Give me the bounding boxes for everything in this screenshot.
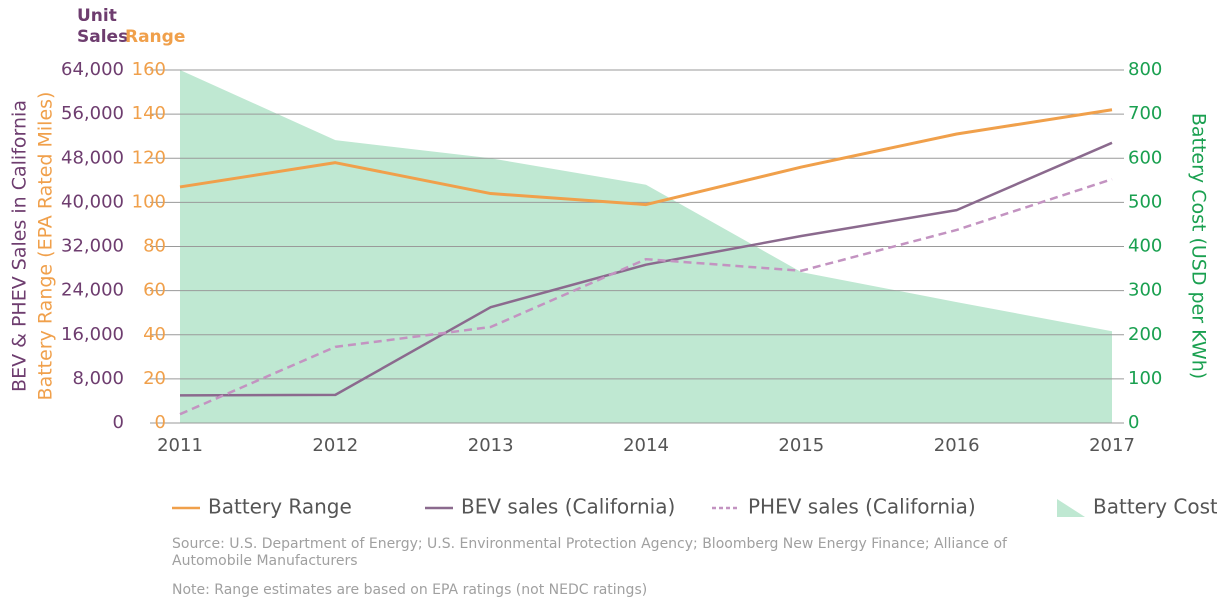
line [179, 141, 1113, 397]
source-note: Source: U.S. Department of Energy; U.S. … [172, 536, 1007, 569]
y-tick-label: 0 [113, 412, 124, 433]
x-tick-label: 2014 [623, 435, 669, 456]
y2-tick-label: 800 [1128, 59, 1162, 80]
x-tick-label: 2013 [468, 435, 514, 456]
range-note: Note: Range estimates are based on EPA r… [172, 582, 648, 598]
x-tick-label: 2016 [934, 435, 980, 456]
y2-axis-title: Battery Cost (USD per KWh) [1188, 113, 1210, 379]
y2-tick-label: 300 [1128, 280, 1162, 301]
y2-tick-label: 600 [1128, 147, 1162, 168]
y3-tick-label: 120 [132, 147, 166, 168]
y-tick-label: 48,000 [61, 147, 124, 168]
y2-tick-label: 0 [1128, 412, 1139, 433]
y-tick-label: 8,000 [72, 368, 124, 389]
sales-unit-label: Sales [77, 27, 128, 47]
x-tick-label: 2011 [157, 435, 203, 456]
x-tick-label: 2017 [1089, 435, 1135, 456]
y-tick-label: 24,000 [61, 280, 124, 301]
x-tick-label: 2015 [778, 435, 824, 456]
y3-tick-label: 0 [155, 412, 166, 433]
y3-tick-label: 140 [132, 103, 166, 124]
y-tick-label: 64,000 [61, 59, 124, 80]
y3-tick-label: 160 [132, 59, 166, 80]
y-tick-label: 16,000 [61, 324, 124, 345]
y2-tick-label: 500 [1128, 191, 1162, 212]
y3-tick-label: 20 [143, 368, 166, 389]
y2-tick-label: 200 [1128, 324, 1162, 345]
y3-tick-label: 80 [143, 236, 166, 257]
y2-tick-label: 400 [1128, 236, 1162, 257]
legend-label: Battery Range [208, 495, 352, 519]
y3-tick-label: 100 [132, 191, 166, 212]
range-unit-label: Range [125, 27, 185, 47]
legend-swatch [1057, 499, 1085, 517]
legend-label: Battery Cost [1093, 495, 1217, 519]
line [179, 178, 1113, 416]
y3-axis-title: Battery Range (EPA Rated Miles) [35, 92, 57, 401]
sales-unit-label: Unit [77, 6, 117, 26]
y2-tick-label: 100 [1128, 368, 1162, 389]
y-tick-label: 40,000 [61, 191, 124, 212]
x-tick-label: 2012 [312, 435, 358, 456]
y-tick-label: 56,000 [61, 103, 124, 124]
y2-tick-label: 700 [1128, 103, 1162, 124]
y-axis-title: BEV & PHEV Sales in California [9, 100, 31, 392]
y3-tick-label: 40 [143, 324, 166, 345]
legend-label: BEV sales (California) [461, 495, 675, 519]
y-tick-label: 32,000 [61, 236, 124, 257]
line [179, 108, 1113, 207]
y3-tick-label: 60 [143, 280, 166, 301]
legend-label: PHEV sales (California) [748, 495, 976, 519]
